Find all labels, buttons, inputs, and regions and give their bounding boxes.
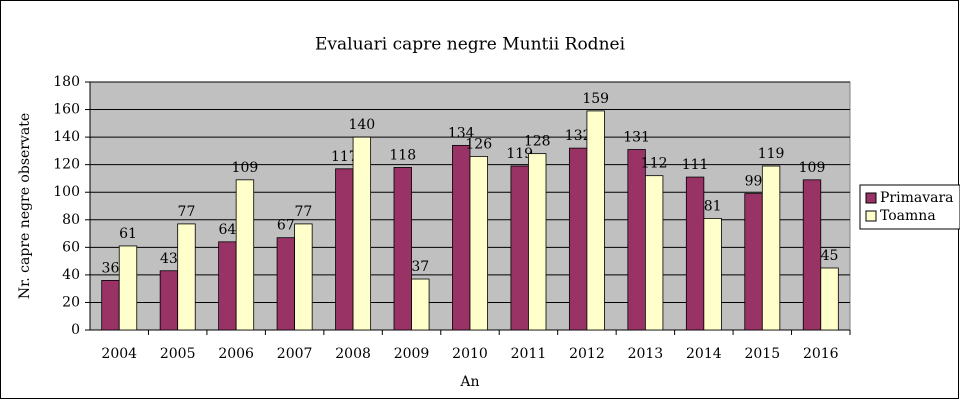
bar <box>802 179 822 331</box>
data-label: 61 <box>119 226 137 242</box>
bar <box>177 223 196 331</box>
bar <box>218 241 237 331</box>
data-label: 128 <box>524 134 551 150</box>
y-tick-label: 180 <box>53 74 80 90</box>
bar <box>510 165 529 331</box>
legend-label: Toamna <box>880 208 936 224</box>
y-tick-label: 40 <box>62 267 80 283</box>
bar <box>703 217 722 331</box>
bar <box>276 237 296 331</box>
y-tick-label: 20 <box>62 294 80 310</box>
bar <box>159 270 179 331</box>
data-label: 77 <box>178 204 196 220</box>
x-tick-label: 2016 <box>803 346 839 362</box>
data-label: 36 <box>102 260 120 276</box>
y-tick-label: 160 <box>53 102 80 118</box>
x-tick-label: 2014 <box>686 346 722 362</box>
chart-title: Evaluari capre negre Muntii Rodnei <box>315 35 626 55</box>
data-label: 134 <box>448 125 475 141</box>
x-tick-label: 2010 <box>452 346 488 362</box>
x-tick-label: 2015 <box>744 346 780 362</box>
bar <box>101 279 120 331</box>
data-label: 43 <box>160 251 178 267</box>
y-tick-label: 100 <box>53 184 80 200</box>
bar <box>118 245 138 331</box>
data-label: 67 <box>277 218 295 234</box>
bar <box>235 179 255 331</box>
x-tick-label: 2007 <box>277 346 313 362</box>
data-label: 140 <box>348 117 375 133</box>
data-label: 45 <box>821 248 839 264</box>
data-label: 81 <box>704 198 722 214</box>
y-axis-label: Nr. capre negre observate <box>17 113 33 299</box>
bar <box>452 144 471 331</box>
bar <box>568 147 588 331</box>
data-label: 109 <box>232 160 259 176</box>
y-tick-label: 120 <box>53 157 80 173</box>
bar <box>744 193 763 331</box>
x-tick-label: 2013 <box>628 346 664 362</box>
data-label: 131 <box>623 130 650 146</box>
data-label: 126 <box>465 136 492 152</box>
y-tick-label: 80 <box>62 212 80 228</box>
bar <box>335 168 354 331</box>
data-label: 77 <box>294 204 312 220</box>
bar <box>685 176 705 331</box>
bar <box>644 175 664 331</box>
bar <box>528 153 547 331</box>
x-tick-label: 2011 <box>511 346 547 362</box>
legend-box <box>859 184 960 230</box>
data-label: 117 <box>331 149 358 165</box>
data-label: 99 <box>745 174 763 190</box>
x-tick-label: 2004 <box>101 346 137 362</box>
data-label: 37 <box>411 259 429 275</box>
legend-swatch <box>865 192 877 204</box>
data-label: 119 <box>758 146 785 162</box>
bar <box>586 110 605 331</box>
bar <box>761 165 781 331</box>
data-label: 159 <box>582 91 609 107</box>
x-tick-label: 2005 <box>160 346 196 362</box>
y-tick-label: 60 <box>62 239 80 255</box>
x-tick-label: 2006 <box>218 346 254 362</box>
y-tick-label: 0 <box>71 322 80 338</box>
data-label: 132 <box>565 128 592 144</box>
x-tick-label: 2009 <box>394 346 430 362</box>
data-label: 118 <box>389 147 416 163</box>
bar <box>820 267 839 331</box>
bar <box>469 155 488 331</box>
bar <box>411 278 430 331</box>
bar <box>352 136 372 331</box>
bar <box>294 223 313 331</box>
bar <box>393 167 412 331</box>
x-tick-label: 2012 <box>569 346 605 362</box>
data-label: 64 <box>218 222 236 238</box>
data-label: 109 <box>799 160 826 176</box>
legend-swatch <box>865 210 877 222</box>
data-label: 111 <box>682 157 709 173</box>
legend-label: Primavara <box>880 190 954 206</box>
x-axis-label: An <box>459 374 479 390</box>
bar <box>627 149 646 331</box>
data-label: 112 <box>641 156 668 172</box>
data-label: 119 <box>506 146 533 162</box>
y-tick-label: 140 <box>53 129 80 145</box>
x-tick-label: 2008 <box>335 346 371 362</box>
